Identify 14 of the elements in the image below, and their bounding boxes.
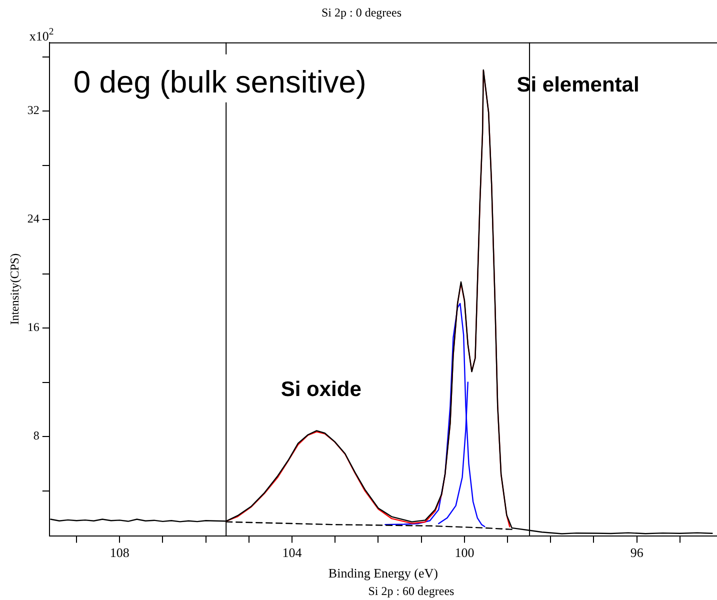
annotation: Si oxide: [280, 378, 362, 402]
y-tick-label: 24: [27, 212, 40, 226]
y-axis-title: Intensity(CPS): [7, 253, 22, 325]
annotation: 0 deg (bulk sensitive): [73, 64, 366, 100]
chart-title: Si 2p : 0 degrees: [322, 5, 402, 20]
x-axis-title: Binding Energy (eV): [328, 566, 438, 581]
x-tick-label: 96: [630, 545, 644, 560]
y-tick-label: 32: [27, 103, 40, 118]
y-tick-label: 8: [33, 428, 40, 443]
x-tick-label: 108: [110, 545, 130, 560]
text: Si 2p : 60 degrees: [368, 584, 455, 598]
x-tick-label: 104: [282, 545, 302, 560]
y-tick-label: 16: [27, 320, 40, 334]
x-tick-label: 100: [454, 545, 474, 560]
